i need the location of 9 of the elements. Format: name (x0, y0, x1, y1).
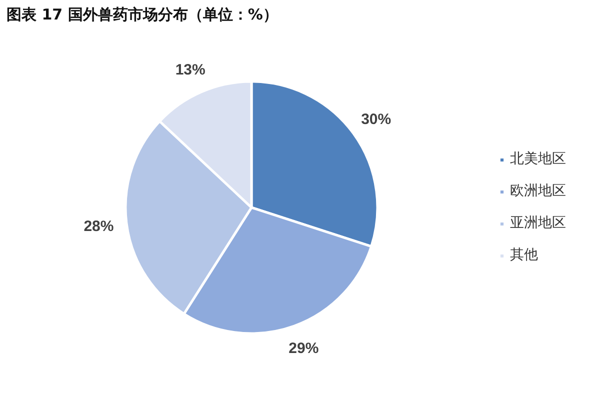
data-label: 30% (361, 110, 392, 128)
legend-label: 北美地区 (510, 150, 566, 169)
legend-label: 其他 (510, 246, 538, 265)
data-label: 29% (288, 340, 319, 358)
legend-label: 亚洲地区 (510, 214, 566, 233)
chart-title: 图表 17 国外兽药市场分布（单位：%） (6, 6, 278, 24)
data-label: 13% (175, 61, 206, 78)
data-label: 28% (84, 218, 114, 235)
legend-label: 欧洲地区 (510, 182, 566, 201)
